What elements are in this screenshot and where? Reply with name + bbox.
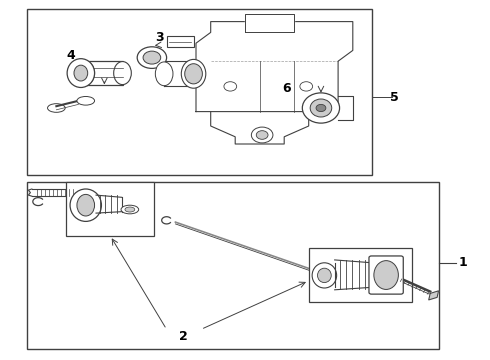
Ellipse shape	[251, 127, 273, 143]
Ellipse shape	[374, 261, 398, 289]
Bar	[66, 182, 154, 236]
Ellipse shape	[310, 99, 332, 117]
Ellipse shape	[70, 189, 101, 221]
Ellipse shape	[77, 194, 95, 216]
Polygon shape	[429, 291, 439, 300]
Text: 6: 6	[282, 82, 291, 95]
Ellipse shape	[224, 82, 237, 91]
Bar	[86, 61, 122, 85]
Bar	[167, 36, 194, 47]
Ellipse shape	[114, 62, 131, 85]
Ellipse shape	[143, 51, 161, 64]
Text: 5: 5	[390, 91, 399, 104]
Ellipse shape	[181, 59, 206, 88]
Bar	[164, 61, 196, 86]
Ellipse shape	[318, 268, 331, 283]
Polygon shape	[196, 22, 353, 112]
Bar	[27, 9, 372, 175]
Polygon shape	[245, 14, 294, 32]
Polygon shape	[335, 260, 372, 290]
Ellipse shape	[256, 131, 268, 139]
Ellipse shape	[67, 59, 95, 87]
Text: 1: 1	[459, 256, 467, 269]
Bar	[309, 248, 412, 302]
Polygon shape	[32, 189, 76, 196]
Ellipse shape	[155, 62, 173, 86]
Ellipse shape	[316, 104, 326, 112]
Ellipse shape	[77, 62, 95, 85]
Ellipse shape	[121, 205, 139, 214]
Text: 2: 2	[179, 330, 188, 343]
Text: 3: 3	[155, 31, 164, 44]
Ellipse shape	[74, 65, 88, 81]
Ellipse shape	[302, 93, 340, 123]
Polygon shape	[96, 195, 122, 213]
Ellipse shape	[48, 104, 65, 112]
Bar	[321, 96, 353, 120]
Ellipse shape	[77, 96, 95, 105]
FancyBboxPatch shape	[369, 256, 403, 294]
Polygon shape	[371, 258, 401, 292]
Ellipse shape	[125, 207, 135, 212]
Ellipse shape	[312, 263, 337, 288]
Ellipse shape	[300, 82, 313, 91]
Ellipse shape	[185, 64, 202, 84]
Bar	[27, 182, 439, 349]
Text: 4: 4	[67, 49, 75, 62]
Ellipse shape	[137, 47, 167, 68]
Polygon shape	[211, 112, 338, 144]
